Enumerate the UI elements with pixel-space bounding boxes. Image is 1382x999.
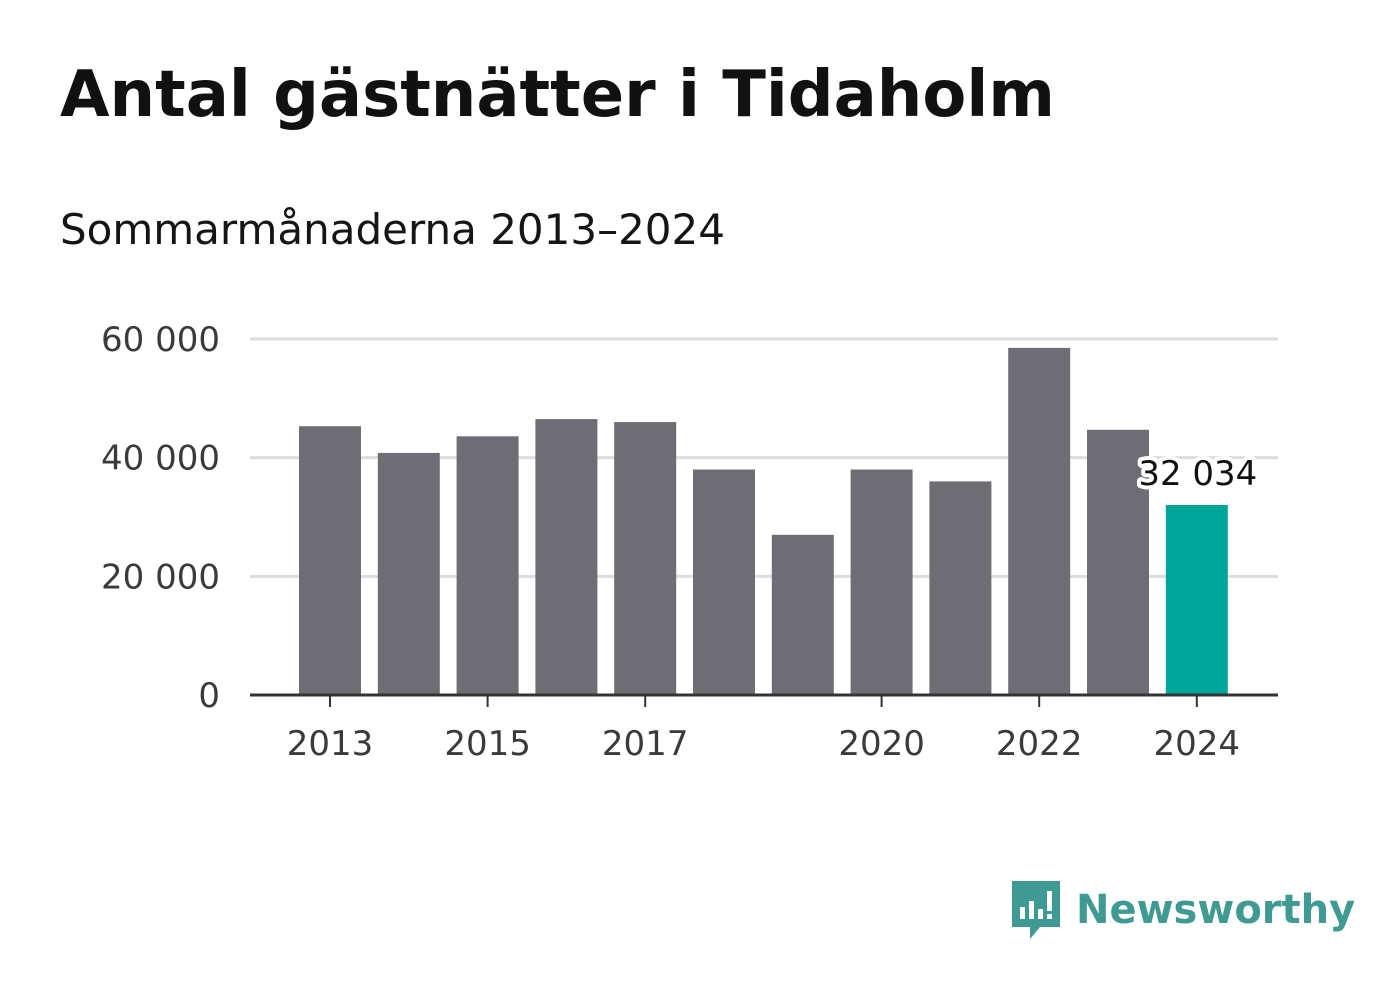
x-tick-label: 2017 (602, 724, 689, 764)
data-label-2024: 32 034 (1138, 454, 1257, 494)
bar-2023 (1087, 429, 1149, 695)
chart-title: Antal gästnätter i Tidaholm (60, 58, 1055, 132)
bars (299, 347, 1228, 695)
x-tick-label: 2015 (444, 724, 531, 764)
y-tick-label: 60 000 (101, 320, 220, 360)
bar-2013 (299, 426, 361, 695)
bar-2014 (377, 452, 440, 695)
y-axis-labels: 0 20 000 40 000 60 000 (101, 320, 220, 716)
bar-2020 (850, 469, 913, 695)
bar-2019 (771, 534, 834, 695)
data-labels: 32 034 (1134, 450, 1261, 498)
x-tick-label: 2022 (996, 724, 1083, 764)
bar-2015 (456, 436, 519, 695)
y-tick-label: 20 000 (101, 557, 220, 597)
bar-2018 (693, 469, 755, 695)
x-axis-labels: 2013 2015 2017 2020 2022 2024 (287, 724, 1240, 764)
x-tick-label: 2024 (1154, 724, 1241, 764)
brand-logo: Newsworthy (1010, 878, 1355, 942)
y-tick-label: 40 000 (101, 439, 220, 479)
y-tick-label: 0 (198, 676, 220, 716)
newsworthy-logo-icon (1012, 881, 1060, 939)
bar-2021 (929, 481, 992, 695)
x-tick-label: 2013 (287, 724, 374, 764)
bar-2016 (535, 419, 598, 695)
x-tick-label: 2020 (838, 724, 925, 764)
chart-subtitle: Sommarmånaderna 2013–2024 (60, 205, 725, 254)
bar-2017 (614, 422, 677, 695)
bar-2024 (1165, 504, 1228, 695)
x-axis (250, 693, 1278, 707)
bar-2022 (1008, 347, 1071, 695)
brand-name: Newsworthy (1076, 887, 1356, 933)
